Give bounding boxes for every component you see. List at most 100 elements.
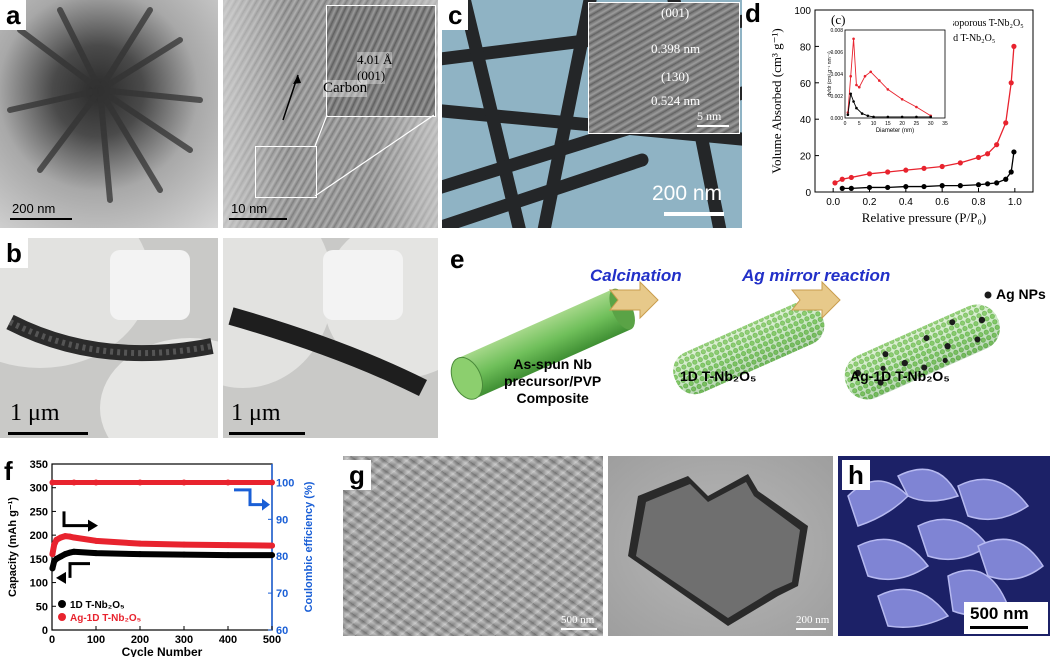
precursor-cylinder [450, 288, 635, 400]
label-e: e [444, 244, 471, 274]
inset-point [857, 85, 861, 89]
inset-y-tick: 0.002 [830, 94, 843, 100]
y-tick-label: 350 [30, 459, 48, 471]
inset-point [860, 112, 864, 115]
y-tick-label: 100 [794, 6, 811, 17]
inset-point [877, 79, 881, 82]
panel-a-left-tem: a 200 nm [0, 0, 218, 228]
inset-hrtem: (001) 0.398 nm (130) 0.524 nm 5 nm [588, 2, 740, 134]
data-point [137, 479, 143, 486]
label-d: d [745, 0, 765, 28]
data-point [1008, 169, 1014, 175]
data-point [1003, 120, 1009, 126]
y-tick-label: 80 [800, 42, 812, 53]
y-tick-label: 60 [800, 79, 812, 90]
x-tick-label: 0.6 [935, 197, 949, 208]
inset-point [872, 115, 875, 119]
data-point [181, 551, 187, 558]
y2-tick-label: 80 [276, 551, 288, 563]
scale-text: 1 μm [10, 400, 60, 426]
y2-tick-label: 100 [276, 477, 294, 489]
nanorod-cluster [7, 7, 203, 203]
precursor-label-line1: As-spun Nb [513, 356, 592, 372]
inset-point [886, 115, 890, 119]
precursor-label-line2: precursor/PVP [504, 373, 602, 389]
plot-frame [814, 9, 1034, 193]
panel-h-sem: h 500 nm [838, 456, 1050, 636]
data-point [957, 183, 963, 189]
panel-e-schematic: e [440, 238, 1050, 438]
inset-scale-text: 5 nm [697, 109, 722, 123]
data-point [225, 479, 231, 486]
data-point [1003, 176, 1009, 182]
label-h: h [842, 460, 870, 490]
panel-a-right-hrtem: 4.01 Å (001) Carbon 10 nm [223, 0, 438, 228]
data-point [53, 536, 60, 543]
data-point [93, 550, 99, 557]
data-point [93, 479, 99, 486]
arrowhead [88, 519, 98, 532]
inset-point [886, 88, 890, 91]
data-point [994, 180, 1000, 186]
panel-g-sem: g 500 nm [343, 456, 603, 636]
y2-tick-label: 90 [276, 514, 288, 526]
y2-tick-label: 60 [276, 625, 288, 637]
label-f: f [0, 456, 17, 486]
arrowhead [56, 571, 66, 584]
scale-text: 10 nm [231, 201, 268, 216]
data-point [957, 160, 963, 166]
scale-text: 200 nm [12, 201, 56, 216]
data-point [866, 184, 873, 191]
inset-x-tick: 15 [885, 121, 891, 127]
plane-1: (001) [661, 5, 690, 20]
y2-axis-label: Coulombic efficiency (%) [303, 481, 315, 612]
data-point [939, 183, 945, 189]
data-point [839, 176, 845, 182]
data-point [71, 534, 77, 541]
x-tick-label: 500 [263, 634, 281, 646]
inset-point [863, 74, 867, 78]
data-point [921, 183, 927, 190]
data-point [939, 163, 945, 170]
series-band-1 [49, 548, 275, 572]
ag-nb2o5-label: Ag-1D T-Nb₂O₅ [850, 368, 950, 384]
data-point [1008, 80, 1014, 86]
data-point [181, 479, 187, 486]
panel-c-tem: c (001) 0.398 nm (130) 0.524 nm 5 nm 200… [442, 0, 742, 228]
carbon-label: Carbon [323, 80, 368, 97]
nanosheet-image [628, 474, 808, 626]
cycling-chart: 0 100 200 300 400 500 0 50 100 150 200 250 300 350 60 7… [7, 459, 315, 657]
scale-bar [796, 628, 826, 630]
y-tick-label: 0 [42, 625, 48, 637]
inset-x-tick: 35 [942, 121, 948, 127]
label-b: b [0, 238, 28, 268]
data-point [1011, 43, 1017, 50]
y-tick-label: 20 [800, 152, 812, 163]
data-point [866, 171, 873, 177]
inset-y-label: dv/dr (cm³ g⁻¹ nm⁻¹) [827, 51, 833, 97]
y-tick-label: 150 [30, 554, 48, 566]
data-point [1011, 149, 1017, 155]
inset-point [852, 37, 855, 41]
inset-y-tick: 0.008 [830, 28, 843, 34]
data-point [137, 540, 143, 547]
ce-arrow [234, 488, 262, 507]
d-spacing-2: 0.524 nm [651, 93, 701, 108]
x-tick-label: 100 [87, 634, 105, 646]
x-tick-label: 0.2 [863, 197, 877, 208]
data-point [921, 165, 927, 171]
inset-point [855, 83, 858, 87]
panel-d-isotherm: d 0.0 0.2 0.4 0.6 0.8 1.0 0 20 40 60 80 100 Relative… [745, 0, 1050, 228]
panel-b-left-tem: b 1 μm [0, 238, 218, 438]
scale-text: 500 nm [970, 604, 1029, 623]
data-point [49, 551, 56, 558]
data-point [137, 551, 143, 558]
precursor-label: As-spun Nb precursor/PVP Composite [504, 356, 601, 407]
inset-x-tick: 25 [914, 121, 920, 127]
inset-point [915, 115, 918, 119]
arrow-2 [790, 280, 841, 320]
inset-x-tick: 30 [928, 121, 934, 127]
capacity-arrow-upper [62, 511, 88, 528]
data-point [994, 142, 1000, 148]
scale-text: 1 μm [231, 400, 281, 426]
